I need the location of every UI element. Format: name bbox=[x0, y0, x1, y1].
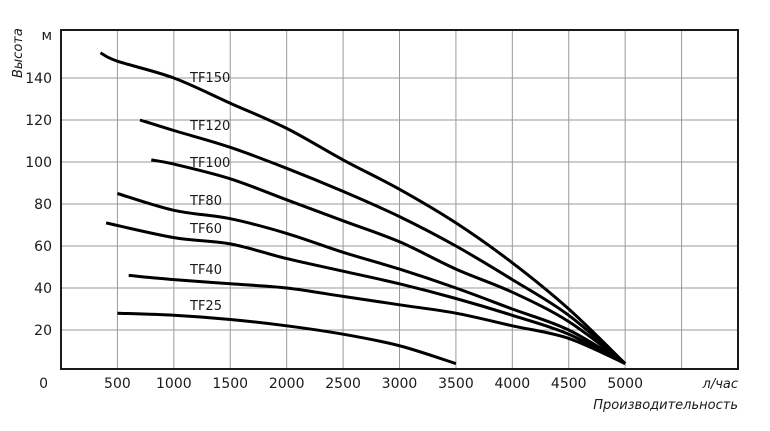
curve-label: TF25 bbox=[189, 299, 222, 314]
grid bbox=[61, 30, 738, 369]
x-tick-label: 1000 bbox=[156, 376, 192, 392]
curve-tf25 bbox=[117, 311, 457, 366]
series-tf150: TF150 bbox=[99, 51, 627, 365]
y-unit-label: м bbox=[41, 28, 52, 44]
y-tick-label: 60 bbox=[34, 239, 52, 255]
x-tick-labels: 500 1000 1500 2000 2500 3000 3500 4000 4500 5000 bbox=[104, 376, 643, 392]
x-tick-label: 4500 bbox=[551, 376, 587, 392]
x-unit-label: л/час bbox=[702, 377, 738, 392]
series-group: TF150 TF120 TF100 TF80 TF60 TF40 TF25 bbox=[99, 51, 627, 366]
curve-label: TF100 bbox=[189, 156, 230, 171]
y-tick-label: 120 bbox=[25, 113, 52, 129]
x-tick-label: 5000 bbox=[607, 376, 643, 392]
curve-label: TF40 bbox=[189, 263, 222, 278]
x-tick-label: 3500 bbox=[438, 376, 474, 392]
y-tick-label: 80 bbox=[34, 197, 52, 213]
series-tf80: TF80 bbox=[116, 192, 626, 365]
x-tick-label: 1500 bbox=[212, 376, 248, 392]
series-tf100: TF100 bbox=[150, 156, 627, 365]
curve-label: TF80 bbox=[189, 194, 222, 209]
curve-tf120 bbox=[139, 118, 627, 365]
y-tick-label: 40 bbox=[34, 281, 52, 297]
plot-frame bbox=[60, 29, 739, 370]
x-tick-label: 2000 bbox=[269, 376, 305, 392]
series-tf25: TF25 bbox=[117, 299, 457, 366]
curve-tf100 bbox=[150, 158, 627, 365]
curve-label: TF120 bbox=[189, 119, 230, 134]
x-axis-label: Производительность bbox=[593, 398, 738, 413]
y-tick-label: 140 bbox=[25, 71, 52, 87]
curve-tf60 bbox=[105, 221, 626, 365]
y-axis-label: Высота bbox=[11, 28, 26, 78]
x-tick-label: 4000 bbox=[495, 376, 531, 392]
series-tf120: TF120 bbox=[139, 118, 627, 365]
series-tf60: TF60 bbox=[105, 221, 626, 365]
x-tick-label: 3000 bbox=[382, 376, 418, 392]
y-tick-label: 20 bbox=[34, 323, 52, 339]
curve-tf40 bbox=[128, 273, 626, 365]
origin-label: 0 bbox=[39, 376, 48, 392]
curve-tf80 bbox=[116, 192, 626, 365]
curve-label: TF150 bbox=[189, 71, 230, 86]
y-tick-label: 100 bbox=[25, 155, 52, 171]
series-tf40: TF40 bbox=[128, 263, 626, 365]
x-tick-label: 500 bbox=[104, 376, 131, 392]
curve-tf150 bbox=[99, 51, 627, 365]
x-tick-label: 2500 bbox=[325, 376, 361, 392]
curve-label: TF60 bbox=[189, 222, 222, 237]
y-tick-labels: 20 40 60 80 100 120 140 bbox=[25, 71, 52, 339]
